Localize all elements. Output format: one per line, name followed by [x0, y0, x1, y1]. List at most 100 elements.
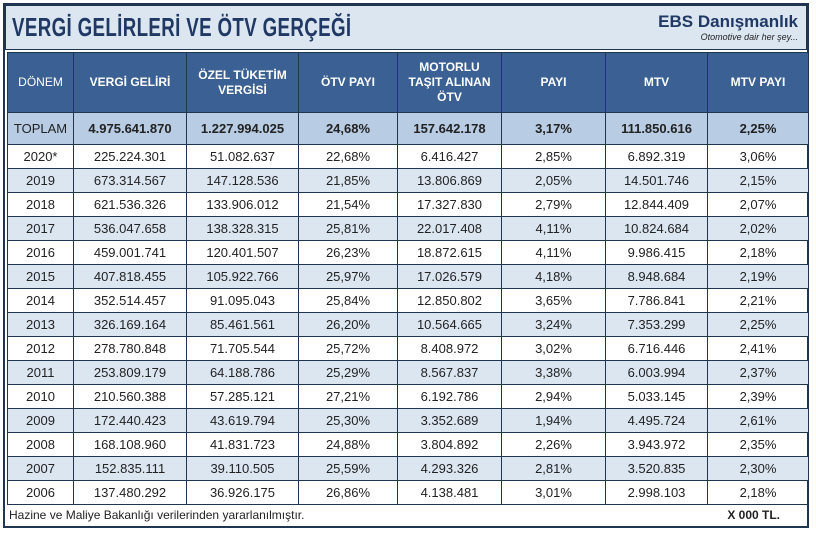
table-cell: 2015 — [7, 264, 74, 289]
table-cell: 2,02% — [707, 216, 809, 241]
table-row: 2010 210.560.388 57.285.121 27,21% 6.192.786… — [7, 384, 809, 409]
table-cell: 2,39% — [707, 384, 809, 409]
table-cell: 2,18% — [707, 480, 809, 505]
table-cell: 6.192.786 — [397, 384, 502, 409]
column-header: ÖZEL TÜKETİM VERGİSİ — [186, 52, 299, 113]
table-cell: 6.416.427 — [397, 144, 502, 169]
table-cell: 10.564.665 — [397, 312, 502, 337]
table-row: 2006 137.480.292 36.926.175 26,86% 4.138.481… — [7, 480, 809, 505]
table-cell: 133.906.012 — [186, 192, 299, 217]
table-cell: 5.033.145 — [605, 384, 708, 409]
table-cell: 2,61% — [707, 408, 809, 433]
table-row: 2017 536.047.658 138.328.315 25,81% 22.017.4… — [7, 216, 809, 241]
table-cell: 111.850.616 — [605, 112, 708, 145]
table-cell: 1.227.994.025 — [186, 112, 299, 145]
table-row: 2012 278.780.848 71.705.544 25,72% 8.408.972… — [7, 336, 809, 361]
source-note: Hazine ve Maliye Bakanlığı verilerinden … — [9, 508, 305, 522]
table-cell: 673.314.567 — [73, 168, 187, 193]
table-cell: 26,20% — [298, 312, 398, 337]
table-cell: 25,59% — [298, 456, 398, 481]
table-cell: 536.047.658 — [73, 216, 187, 241]
table-cell: 3,02% — [501, 336, 606, 361]
table-cell: 2,30% — [707, 456, 809, 481]
table-cell: 25,97% — [298, 264, 398, 289]
table-cell: 2,21% — [707, 288, 809, 313]
table-cell: 2020* — [7, 144, 74, 169]
table-cell: 2,19% — [707, 264, 809, 289]
table-cell: 8.567.837 — [397, 360, 502, 385]
column-header: VERGİ GELİRİ — [73, 52, 187, 113]
table-cell: 253.809.179 — [73, 360, 187, 385]
table-cell: 4.975.641.870 — [73, 112, 187, 145]
table-cell: 2,05% — [501, 168, 606, 193]
unit-note: X 000 TL. — [727, 508, 780, 522]
table-cell: 13.806.869 — [397, 168, 502, 193]
tax-revenue-table: DÖNEM VERGİ GELİRİ ÖZEL TÜKETİM VERGİSİ ÖTV… — [7, 52, 809, 505]
table-cell: 85.461.561 — [186, 312, 299, 337]
table-cell: 8.408.972 — [397, 336, 502, 361]
table-cell: 10.824.684 — [605, 216, 708, 241]
table-cell: 14.501.746 — [605, 168, 708, 193]
table-cell: 3,65% — [501, 288, 606, 313]
table-cell: 57.285.121 — [186, 384, 299, 409]
table-cell: 17.026.579 — [397, 264, 502, 289]
table-cell: 36.926.175 — [186, 480, 299, 505]
table-cell: 3.352.689 — [397, 408, 502, 433]
table-cell: 43.619.794 — [186, 408, 299, 433]
table-cell: 352.514.457 — [73, 288, 187, 313]
table-cell: 2,81% — [501, 456, 606, 481]
table-cell: 2,35% — [707, 432, 809, 457]
table-cell: 6.892.319 — [605, 144, 708, 169]
table-cell: 3,01% — [501, 480, 606, 505]
table-cell: 25,30% — [298, 408, 398, 433]
table-cell: 2007 — [7, 456, 74, 481]
table-row: 2013 326.169.164 85.461.561 26,20% 10.564.66… — [7, 312, 809, 337]
column-header: DÖNEM — [7, 52, 74, 113]
table-row: 2009 172.440.423 43.619.794 25,30% 3.352.689… — [7, 408, 809, 433]
table-cell: 64.188.786 — [186, 360, 299, 385]
column-header: MTV — [605, 52, 708, 113]
table-cell: 25,29% — [298, 360, 398, 385]
table-cell: 2006 — [7, 480, 74, 505]
table-cell: 26,86% — [298, 480, 398, 505]
total-row: TOPLAM 4.975.641.870 1.227.994.025 24,68% 15… — [7, 112, 809, 145]
table-cell: 2008 — [7, 432, 74, 457]
table-cell: 2,85% — [501, 144, 606, 169]
table-cell: 2013 — [7, 312, 74, 337]
table-cell: 24,68% — [298, 112, 398, 145]
table-cell: 147.128.536 — [186, 168, 299, 193]
table-cell: 6.003.994 — [605, 360, 708, 385]
table-cell: 25,72% — [298, 336, 398, 361]
table-row: 2015 407.818.455 105.922.766 25,97% 17.026.5… — [7, 264, 809, 289]
table-footer: Hazine ve Maliye Bakanlığı verilerinden … — [7, 504, 808, 526]
table-cell: 326.169.164 — [73, 312, 187, 337]
table-cell: 2,18% — [707, 240, 809, 265]
table-cell: 2,37% — [707, 360, 809, 385]
table-cell: 18.872.615 — [397, 240, 502, 265]
table-cell: 3,17% — [501, 112, 606, 145]
table-cell: 4,18% — [501, 264, 606, 289]
table-cell: 8.948.684 — [605, 264, 708, 289]
table-cell: 2,25% — [707, 112, 809, 145]
table-cell: 3,06% — [707, 144, 809, 169]
table-cell: 2.998.103 — [605, 480, 708, 505]
table-cell: 21,85% — [298, 168, 398, 193]
table-cell: 157.642.178 — [397, 112, 502, 145]
table-cell: TOPLAM — [7, 112, 74, 145]
column-header: PAYI — [501, 52, 606, 113]
table-cell: 21,54% — [298, 192, 398, 217]
table-header: DÖNEM VERGİ GELİRİ ÖZEL TÜKETİM VERGİSİ ÖTV… — [7, 52, 809, 113]
table-cell: 4,11% — [501, 216, 606, 241]
page-title: VERGİ GELİRLERİ VE ÖTV GERÇEĞİ — [12, 12, 352, 42]
table-cell: 4.495.724 — [605, 408, 708, 433]
table-row: 2020* 225.224.301 51.082.637 22,68% 6.416.42… — [7, 144, 809, 169]
table-cell: 2,07% — [707, 192, 809, 217]
table-cell: 459.001.741 — [73, 240, 187, 265]
table-cell: 3.804.892 — [397, 432, 502, 457]
table-cell: 22,68% — [298, 144, 398, 169]
table-cell: 2018 — [7, 192, 74, 217]
table-cell: 51.082.637 — [186, 144, 299, 169]
title-bar: VERGİ GELİRLERİ VE ÖTV GERÇEĞİ EBS Danış… — [5, 5, 807, 50]
table-cell: 4,11% — [501, 240, 606, 265]
table-cell: 25,81% — [298, 216, 398, 241]
